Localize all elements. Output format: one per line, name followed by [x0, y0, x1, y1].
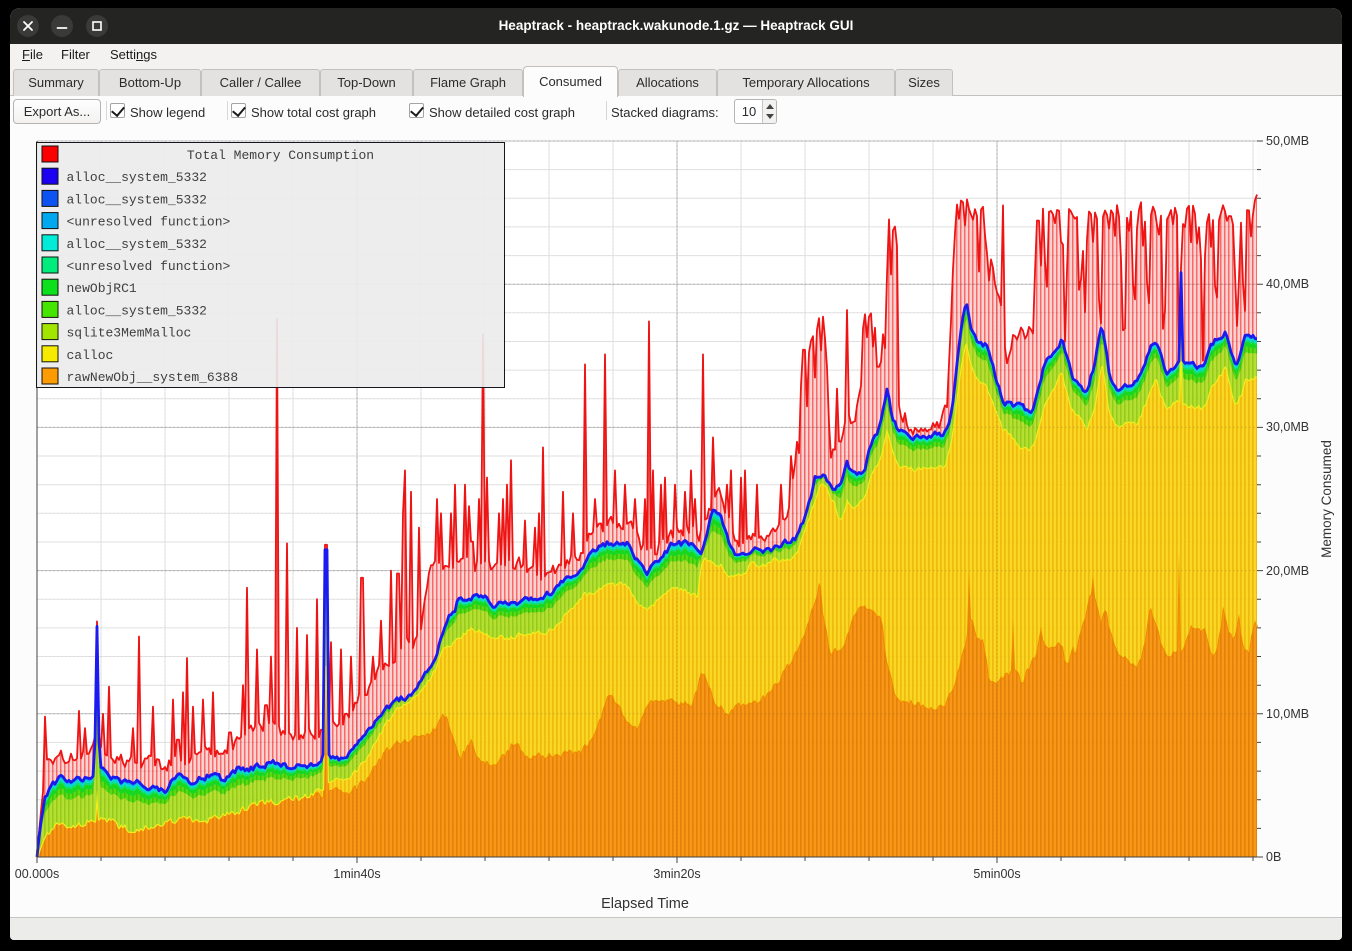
svg-text:<unresolved function>: <unresolved function>	[67, 259, 231, 274]
svg-text:Total Memory Consumption: Total Memory Consumption	[187, 148, 374, 163]
svg-text:20,0MB: 20,0MB	[1266, 564, 1309, 578]
svg-text:5min00s: 5min00s	[973, 867, 1020, 881]
svg-text:alloc__system_5332: alloc__system_5332	[67, 303, 207, 318]
svg-text:00.000s: 00.000s	[15, 867, 59, 881]
svg-text:50,0MB: 50,0MB	[1266, 134, 1309, 148]
svg-text:40,0MB: 40,0MB	[1266, 277, 1309, 291]
svg-text:10,0MB: 10,0MB	[1266, 707, 1309, 721]
svg-text:rawNewObj__system_6388: rawNewObj__system_6388	[67, 370, 239, 385]
svg-text:30,0MB: 30,0MB	[1266, 420, 1309, 434]
svg-text:sqlite3MemMalloc: sqlite3MemMalloc	[67, 326, 192, 341]
svg-text:Memory Consumed: Memory Consumed	[1319, 440, 1334, 558]
svg-text:alloc__system_5332: alloc__system_5332	[67, 237, 207, 252]
svg-text:Elapsed Time: Elapsed Time	[601, 896, 689, 912]
svg-text:3min20s: 3min20s	[653, 867, 700, 881]
svg-text:alloc__system_5332: alloc__system_5332	[67, 170, 207, 185]
svg-text:newObjRC1: newObjRC1	[67, 281, 137, 296]
svg-text:1min40s: 1min40s	[333, 867, 380, 881]
svg-text:<unresolved function>: <unresolved function>	[67, 215, 231, 230]
svg-text:0B: 0B	[1266, 850, 1281, 864]
svg-text:calloc: calloc	[67, 348, 114, 363]
svg-text:alloc__system_5332: alloc__system_5332	[67, 192, 207, 207]
